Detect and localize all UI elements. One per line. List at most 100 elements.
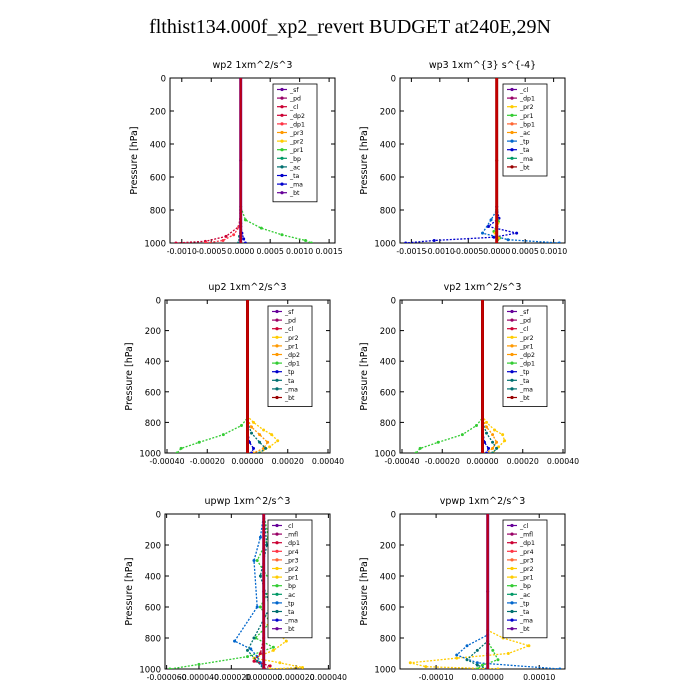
series-point-tp xyxy=(489,218,493,222)
legend-marker xyxy=(510,627,514,631)
legend-marker xyxy=(275,309,279,314)
series-point-pr2 xyxy=(493,428,497,432)
legend-marker xyxy=(510,609,514,614)
series-point-pr1 xyxy=(280,233,284,237)
series-point-pr2 xyxy=(262,428,266,432)
series-point-ta xyxy=(243,241,247,243)
series-point-pr2 xyxy=(276,439,280,443)
plot-area xyxy=(404,78,561,243)
series-point-pr1 xyxy=(485,425,489,429)
legend-entry: _pr1 xyxy=(284,575,299,582)
y-tick-label: 600 xyxy=(380,174,396,184)
series-point-ta xyxy=(491,440,495,444)
series-point-pr2 xyxy=(301,665,304,669)
series-point-dp1 xyxy=(474,423,478,427)
series-point-pr2 xyxy=(424,665,428,669)
y-axis-label: Pressure [hPa] xyxy=(359,557,370,625)
series-point-pr2 xyxy=(506,652,510,655)
y-tick-label: 800 xyxy=(145,419,161,429)
legend: _cl _dp1_pr2 _pr1_bp1 _ac _tp_ta _ma_bt xyxy=(502,83,548,177)
legend-marker xyxy=(275,541,279,545)
legend-marker xyxy=(275,387,279,391)
series-line-dp1 xyxy=(205,78,242,243)
series-point-tp xyxy=(258,535,262,539)
y-tick-label: 400 xyxy=(150,141,166,151)
series-point-dp1 xyxy=(175,451,179,453)
x-tick-label: -0.0010 xyxy=(425,247,455,256)
y-tick-label: 200 xyxy=(150,108,166,118)
chart-title: upwp 1xm^2/s^3 xyxy=(205,496,291,507)
y-tick-label: 800 xyxy=(150,207,166,217)
series-point-tp xyxy=(233,639,237,643)
series-point-ta xyxy=(515,231,519,235)
legend-entry: _ac xyxy=(284,592,296,599)
legend-entry: _ma xyxy=(519,156,533,163)
x-tick-label: -0.00010 xyxy=(419,673,454,682)
legend-marker xyxy=(280,173,284,178)
series-point-pr1 xyxy=(250,425,254,429)
x-tick-label: 0.0005 xyxy=(257,247,284,256)
legend-marker xyxy=(275,335,279,339)
legend-entry: _dp2 xyxy=(519,352,535,359)
legend-entry: _sf xyxy=(289,87,299,94)
y-tick-label: 1000 xyxy=(144,240,166,250)
legend-marker xyxy=(280,148,284,152)
series-point-pr2 xyxy=(270,433,274,437)
y-tick-label: 200 xyxy=(380,108,396,118)
legend-entry: _bp xyxy=(284,583,296,590)
legend-marker xyxy=(510,618,514,622)
legend-entry: _ac xyxy=(519,130,531,137)
legend-entry: _cl xyxy=(284,326,293,333)
y-axis-label: Pressure [hPa] xyxy=(129,126,140,194)
legend-marker xyxy=(510,549,514,553)
series-point-ta xyxy=(252,636,256,640)
legend-entry: _mfl xyxy=(284,532,298,539)
legend-entry: _ma xyxy=(284,618,298,625)
legend-marker xyxy=(510,566,514,571)
series-point-dp2 xyxy=(224,234,228,238)
plot-frame xyxy=(399,77,566,244)
series-point-pr1 xyxy=(309,241,313,243)
series-point-pr2 xyxy=(268,667,272,669)
series-point-ta xyxy=(475,663,479,667)
chart-panel-5: upwp 1xm^2/s^3 Pressure [hPa] 0 200 400 600 80… xyxy=(124,496,347,682)
legend-marker xyxy=(510,130,514,135)
series-point-tp xyxy=(249,647,253,651)
legend-marker xyxy=(510,523,514,528)
y-tick-label: 600 xyxy=(145,388,161,398)
x-tick-label: -0.00040 xyxy=(149,457,184,466)
series-point-bp xyxy=(475,667,479,669)
legend-marker xyxy=(510,575,514,579)
series-point-ta xyxy=(242,237,246,241)
x-tick-label: 0.000000 xyxy=(245,673,282,682)
y-axis-label: Pressure [hPa] xyxy=(359,342,370,410)
series-point-pr2 xyxy=(503,439,507,443)
x-tick-label: -0.000060 xyxy=(147,673,187,682)
series-point-ta xyxy=(264,446,268,450)
series-point-bp xyxy=(271,645,275,649)
series-point-ta xyxy=(258,440,262,444)
legend-marker xyxy=(510,361,514,365)
legend-marker xyxy=(275,327,279,331)
legend-entry: _ta xyxy=(289,173,300,180)
x-tick-label: 0.000020 xyxy=(277,673,314,682)
y-tick-label: 800 xyxy=(380,419,396,429)
plot-area xyxy=(174,78,313,243)
legend-entry: _ta xyxy=(284,378,295,385)
legend-entry: _tp xyxy=(519,369,530,376)
legend-entry: _pr3 xyxy=(289,130,304,137)
series-point-bp xyxy=(496,658,500,662)
x-tick-label: -0.00040 xyxy=(384,457,419,466)
legend-entry: _dp1 xyxy=(284,540,300,547)
series-point-dp1 xyxy=(221,433,225,437)
series-line-dp2 xyxy=(175,78,242,243)
legend-entry: _ta xyxy=(519,609,530,616)
legend-marker xyxy=(280,191,284,195)
legend-entry: _cl xyxy=(284,523,293,530)
series-point-pr2 xyxy=(252,420,256,424)
legend-marker xyxy=(510,327,514,331)
y-axis-label: Pressure [hPa] xyxy=(359,126,370,194)
y-tick-label: 200 xyxy=(380,542,396,552)
legend-marker xyxy=(275,361,279,365)
plot-frame xyxy=(169,77,336,244)
